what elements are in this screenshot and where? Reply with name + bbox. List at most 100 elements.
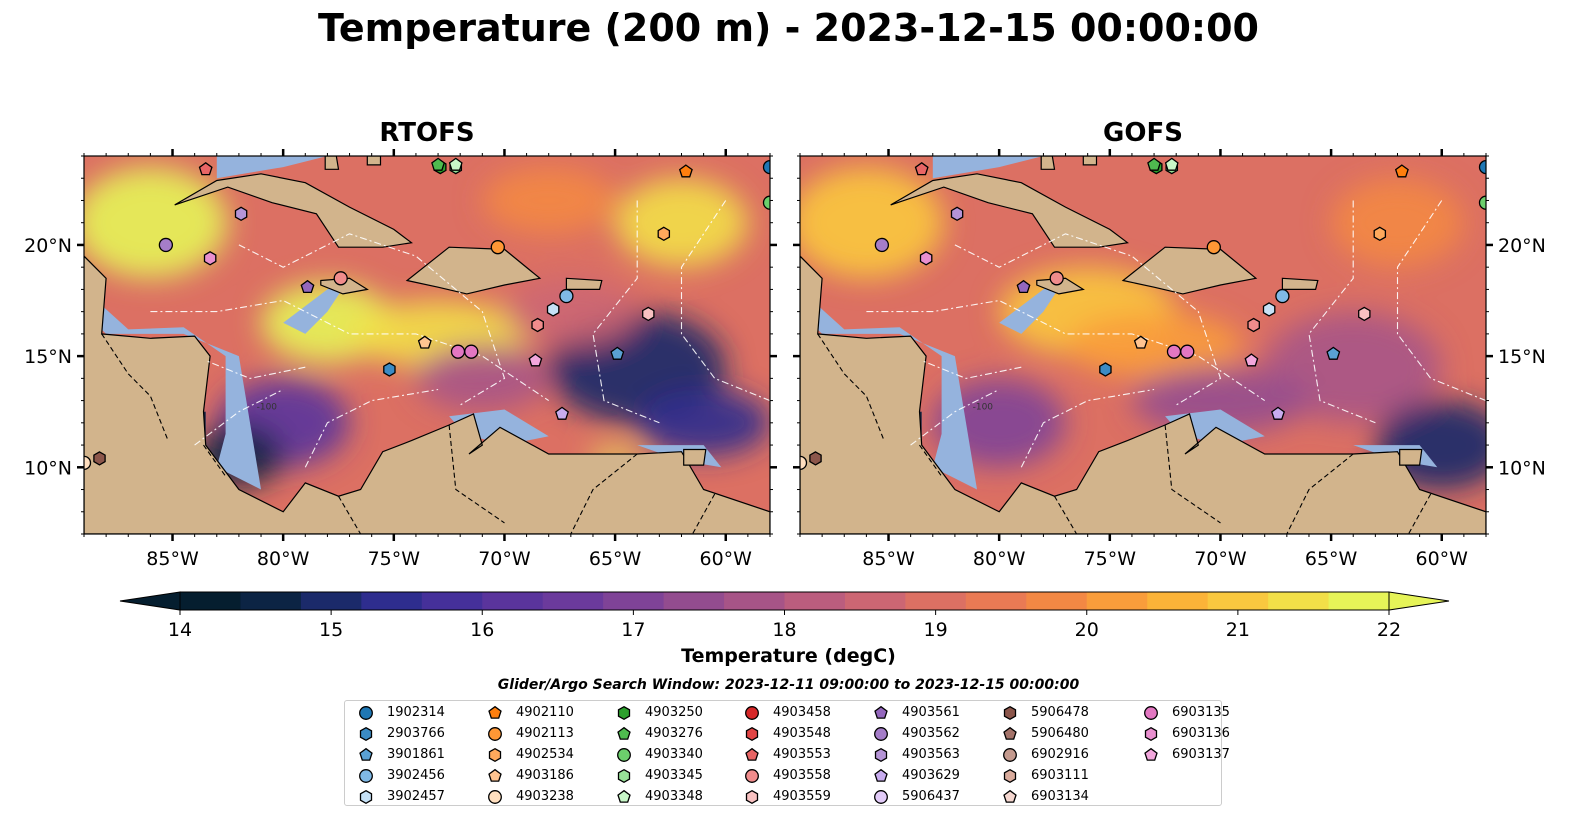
float-marker-5906478[interactable] xyxy=(809,451,822,466)
legend-label: 5906437 xyxy=(902,789,960,804)
legend-label: 4903238 xyxy=(516,789,574,804)
float-marker-4903340[interactable] xyxy=(1478,195,1493,210)
colorbar-bin xyxy=(724,592,785,610)
legend-label: 6903137 xyxy=(1172,747,1230,762)
float-marker-3902457[interactable] xyxy=(546,302,560,317)
float-marker-4903559[interactable] xyxy=(642,306,655,322)
legend-marker-4903562 xyxy=(874,727,888,741)
hexagon-marker-icon xyxy=(745,726,759,742)
legend-marker-6903135 xyxy=(1144,706,1158,720)
float-marker-4903276[interactable] xyxy=(1147,157,1161,171)
float-marker-extra-0[interactable] xyxy=(464,344,479,359)
legend-label: 3901861 xyxy=(387,747,445,762)
float-marker-4903186[interactable] xyxy=(417,335,432,349)
colorbar-tick-label: 18 xyxy=(772,619,796,641)
float-marker-4902534[interactable] xyxy=(1373,226,1387,242)
legend-label: 4903548 xyxy=(773,726,831,741)
float-marker-4902113[interactable] xyxy=(1206,240,1221,255)
colorbar-tick-label: 14 xyxy=(168,619,192,641)
lon-tick-label: 70°W xyxy=(478,548,531,570)
float-marker-4902534[interactable] xyxy=(657,226,671,242)
float-marker-4903276[interactable] xyxy=(431,157,445,171)
float-marker-4903340[interactable] xyxy=(762,195,777,210)
lon-tick-label: 60°W xyxy=(1416,548,1469,570)
hexagon-marker-icon xyxy=(617,705,631,721)
float-marker-3901861[interactable] xyxy=(1326,346,1341,360)
legend-marker-4903250 xyxy=(617,705,631,721)
float-marker-4903348[interactable] xyxy=(1164,157,1179,171)
lat-tick-label: 20°N xyxy=(24,235,72,257)
float-marker-3902456[interactable] xyxy=(559,288,574,304)
legend-marker-4903276 xyxy=(617,726,631,740)
colorbar-bin xyxy=(421,592,483,610)
float-marker-4903629[interactable] xyxy=(555,406,569,420)
float-marker-2903766[interactable] xyxy=(1099,362,1112,377)
float-marker-4903558[interactable] xyxy=(1049,271,1064,286)
panel-title-gofs: GOFS xyxy=(1103,118,1183,148)
float-marker-4903238[interactable] xyxy=(78,455,92,470)
land-mainland xyxy=(84,255,770,534)
legend-marker-6903136 xyxy=(1144,726,1158,742)
float-marker-4903562[interactable] xyxy=(158,237,174,253)
float-marker-4903186[interactable] xyxy=(1133,335,1148,349)
float-marker-4903558[interactable] xyxy=(333,271,348,286)
colorbar: 14 15 16 17 18 19 20 21 22 xyxy=(119,591,1450,641)
colorbar-bin xyxy=(663,592,725,610)
colorbar-bin xyxy=(603,592,665,610)
float-marker-4903348[interactable] xyxy=(448,157,463,171)
float-marker-2903766[interactable] xyxy=(383,362,396,377)
float-marker-3902457[interactable] xyxy=(1262,302,1276,317)
search-window-text: Glider/Argo Search Window: 2023-12-11 09… xyxy=(497,677,1080,693)
hexagon-marker-icon xyxy=(359,789,373,805)
float-marker-5906478[interactable] xyxy=(93,451,106,466)
legend-label: 4903553 xyxy=(773,747,831,762)
float-marker-4902113[interactable] xyxy=(490,240,505,255)
float-marker-4903238[interactable] xyxy=(794,455,808,470)
float-marker-4903563[interactable] xyxy=(234,206,248,222)
lon-tick-label: 75°W xyxy=(368,548,421,570)
float-marker-extra-2[interactable] xyxy=(1247,317,1260,333)
float-marker-6903136[interactable] xyxy=(919,251,933,266)
float-marker-6903135[interactable] xyxy=(1166,344,1182,359)
float-marker-4903563[interactable] xyxy=(950,206,964,222)
float-marker-4903559[interactable] xyxy=(1358,306,1371,322)
float-marker-1902314[interactable] xyxy=(762,159,777,175)
float-marker-1902314[interactable] xyxy=(1478,159,1493,175)
land-bahamas1 xyxy=(1040,156,1056,170)
float-marker-6903136[interactable] xyxy=(203,251,217,266)
legend-marker-4903548 xyxy=(745,726,759,742)
circle-marker-icon xyxy=(874,727,888,741)
map-panel-rtofs[interactable]: -100 85°W 80°W 75°W 70°W 65°W 60°W 10°N 15°N 20°N xyxy=(24,149,777,570)
float-marker-3902456[interactable] xyxy=(1275,288,1290,304)
hexagon-marker-icon xyxy=(488,747,502,763)
float-marker-6903137[interactable] xyxy=(1244,353,1259,367)
float-marker-extra-1[interactable] xyxy=(914,161,929,176)
legend-marker-4903559 xyxy=(745,789,759,805)
panel-title-rtofs: RTOFS xyxy=(379,118,475,148)
float-marker-extra-1[interactable] xyxy=(198,161,213,176)
float-marker-4903561[interactable] xyxy=(1016,279,1031,294)
colorbar-tick-label: 17 xyxy=(621,619,645,641)
legend-label: 6903136 xyxy=(1172,726,1230,741)
pentagon-marker-icon xyxy=(1003,789,1017,803)
lon-tick-label: 60°W xyxy=(700,548,753,570)
float-marker-3901861[interactable] xyxy=(610,346,625,360)
float-marker-extra-0[interactable] xyxy=(1180,344,1195,359)
land-hispaniola xyxy=(1121,246,1258,295)
float-marker-4903562[interactable] xyxy=(874,237,890,253)
map-panel-gofs[interactable]: -100 85°W 80°W 75°W 70°W 65°W 60°W 10°N 15°N 20°N xyxy=(789,149,1546,570)
legend-label: 6903134 xyxy=(1031,789,1089,804)
legend-marker-4903340 xyxy=(617,748,631,762)
lon-tick-label: 70°W xyxy=(1194,548,1247,570)
float-marker-6903135[interactable] xyxy=(450,344,466,359)
float-marker-6903137[interactable] xyxy=(528,353,543,367)
circle-marker-icon xyxy=(745,706,759,720)
float-marker-4902110[interactable] xyxy=(1394,164,1409,178)
circle-marker-icon xyxy=(359,769,373,783)
float-marker-4903629[interactable] xyxy=(1271,406,1285,420)
float-marker-4902110[interactable] xyxy=(678,164,693,178)
legend-label: 4903561 xyxy=(902,705,960,720)
float-marker-4903561[interactable] xyxy=(300,279,315,294)
legend-label: 4903562 xyxy=(902,726,960,741)
float-marker-extra-2[interactable] xyxy=(531,317,544,333)
